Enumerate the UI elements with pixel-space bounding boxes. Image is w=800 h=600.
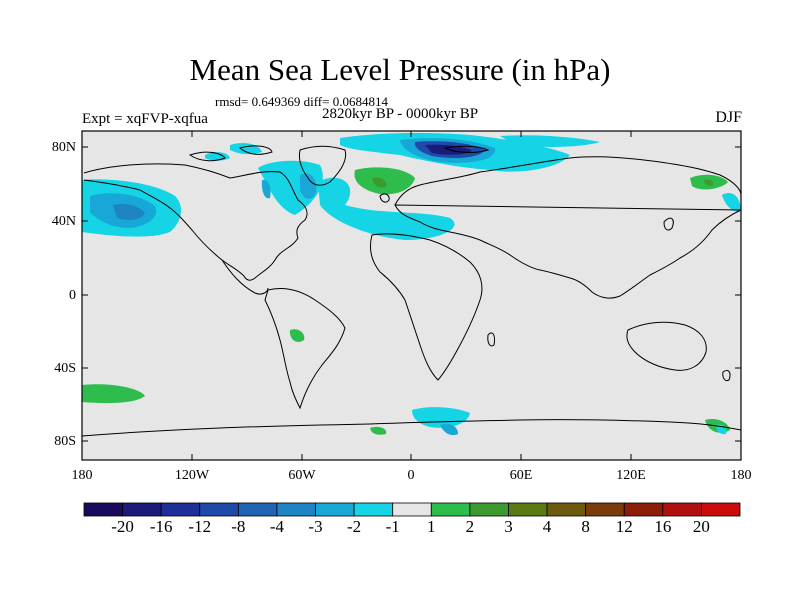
anomaly-negative-region xyxy=(261,179,271,199)
coastline-australia xyxy=(626,321,707,371)
colorbar-swatch xyxy=(662,502,702,517)
colorbar-swatch xyxy=(585,502,625,517)
coastline-japan xyxy=(663,217,674,231)
coastline-new-zealand xyxy=(722,369,731,381)
anomaly-positive-region xyxy=(289,329,305,342)
season-label: DJF xyxy=(715,109,742,126)
coastline-antarctica xyxy=(81,419,742,437)
latitude-tick-label: 40N xyxy=(51,214,76,229)
anomaly-negative-region xyxy=(500,135,600,147)
colorbar-swatch xyxy=(430,502,471,517)
colorbar-label: -2 xyxy=(347,517,362,536)
anomaly-negative-region xyxy=(300,173,317,199)
colorbar-swatch xyxy=(83,502,123,517)
colorbar-swatch xyxy=(469,502,509,517)
coastlines xyxy=(81,145,742,437)
anomaly-positive-region xyxy=(704,179,714,186)
latitude-tick-label: 80S xyxy=(54,434,76,449)
anomaly-negative-region xyxy=(440,423,458,436)
colorbar-label: -20 xyxy=(111,517,134,536)
colorbar-label: 1 xyxy=(427,517,436,536)
longitude-tick-label: 180 xyxy=(71,468,93,483)
colorbar-swatch xyxy=(237,502,278,517)
longitude-tick-label: 120W xyxy=(174,468,210,483)
coastline-north-america xyxy=(83,163,308,281)
colorbar-swatch xyxy=(353,502,394,517)
colorbar-label: 16 xyxy=(654,517,672,536)
anomaly-positive-region xyxy=(82,384,145,404)
colorbar-label: -8 xyxy=(231,517,246,536)
colorbar-label: 20 xyxy=(692,517,710,536)
colorbar-swatch xyxy=(160,502,201,517)
latitude-tick-label: 40S xyxy=(54,361,76,376)
longitude-tick-label: 60E xyxy=(509,468,533,483)
map-background xyxy=(82,131,741,460)
latitude-tick-label: 0 xyxy=(69,288,76,303)
coastline-greenland xyxy=(299,145,347,186)
coastline-madagascar xyxy=(487,332,495,347)
longitude-ticks xyxy=(81,131,742,460)
map-title: Mean Sea Level Pressure (in hPa) xyxy=(189,52,611,87)
coastline-central-america xyxy=(221,259,269,295)
latitude-ticks xyxy=(82,146,741,442)
colorbar-label: 8 xyxy=(581,517,590,536)
colorbar-swatch xyxy=(315,502,355,517)
anomaly-positive-region xyxy=(370,426,387,435)
anomaly-positive-region xyxy=(372,177,387,188)
colorbar-swatch xyxy=(508,502,548,517)
stats-line: rmsd= 0.649369 diff= 0.0684814 xyxy=(215,94,388,109)
experiment-label: Expt = xqFVP-xqfua xyxy=(82,111,208,127)
coastline-africa xyxy=(369,233,483,381)
colorbar-swatch xyxy=(199,502,239,517)
colorbar-label: 2 xyxy=(465,517,475,536)
colorbar-label: 12 xyxy=(615,517,633,536)
colorbar-label: -12 xyxy=(188,517,212,536)
colorbar-swatch xyxy=(701,502,741,517)
colorbar-swatch xyxy=(122,502,162,517)
longitude-tick-label: 0 xyxy=(407,468,415,483)
colorbar-swatch xyxy=(276,502,316,517)
latitude-tick-label: 80N xyxy=(51,140,76,155)
colorbar-label: 4 xyxy=(542,517,552,536)
coastline-british-isles xyxy=(379,193,390,203)
colorbar-label: -4 xyxy=(269,517,285,536)
longitude-tick-label: 180 xyxy=(730,468,752,483)
longitude-tick-label: 60W xyxy=(288,468,316,483)
colorbar-label: -16 xyxy=(149,517,173,536)
coastline-south-america xyxy=(264,287,346,410)
colorbar-label: -1 xyxy=(385,517,400,536)
coastline-europe-asia xyxy=(394,156,742,299)
colorbar-swatch xyxy=(623,502,664,517)
colorbar-swatch xyxy=(546,502,587,517)
anomaly-negative-region xyxy=(113,203,145,221)
coastline-arctic-islands xyxy=(188,145,490,162)
colorbar-label: 3 xyxy=(504,517,513,536)
anomaly-negative-region xyxy=(318,177,455,240)
colorbar-swatch xyxy=(392,502,432,517)
colorbar-label: -3 xyxy=(308,517,323,536)
anomaly-negative-region xyxy=(722,192,741,212)
longitude-tick-label: 120E xyxy=(616,468,646,483)
period-label: 2820kyr BP - 0000kyr BP xyxy=(322,106,479,122)
